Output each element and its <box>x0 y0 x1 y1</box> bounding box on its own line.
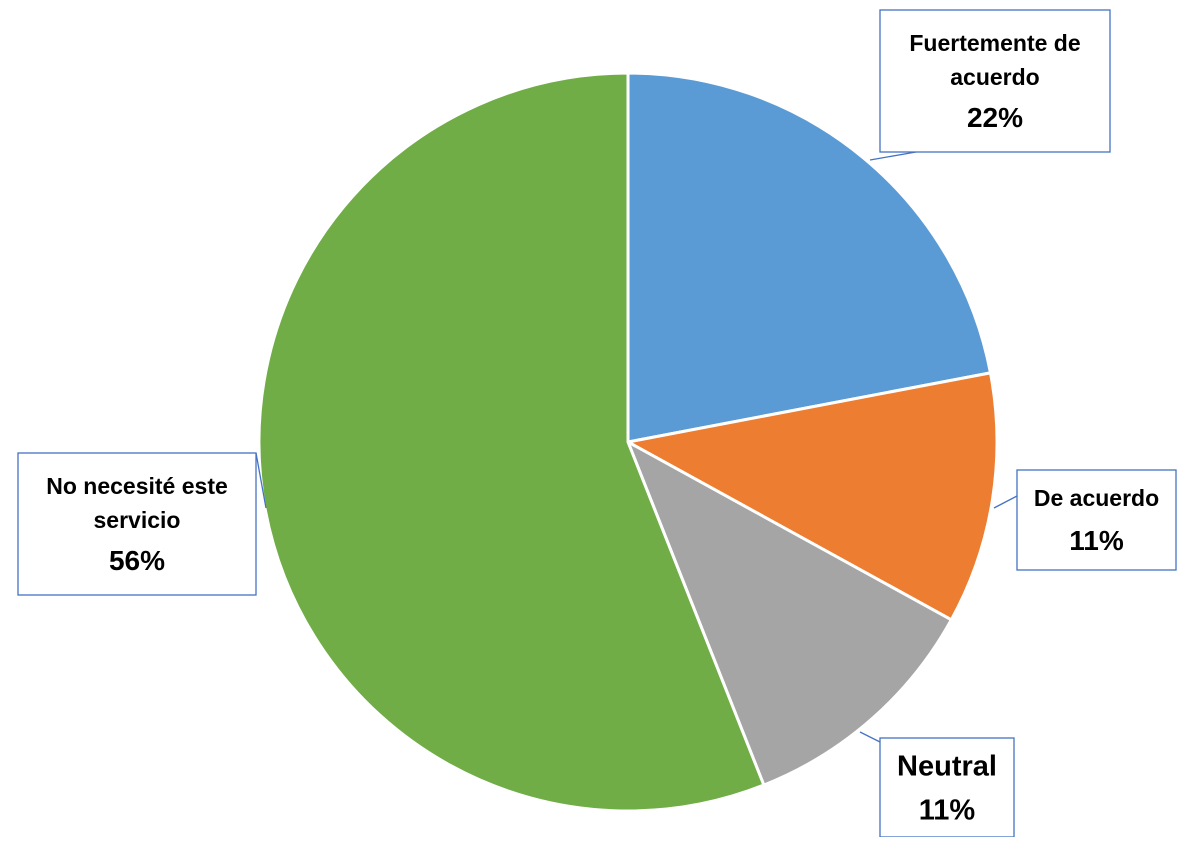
slice-label: De acuerdo <box>1034 485 1159 511</box>
data-label-callout: No necesité este servicio 56% <box>17 452 267 596</box>
slice-label: No necesité este <box>46 473 228 499</box>
slice-percent-label: 22% <box>967 102 1023 133</box>
data-label-callout: Neutral 11% <box>859 731 1015 838</box>
callout-box <box>879 9 1111 153</box>
slice-percent-label: 11% <box>1069 525 1124 556</box>
slice-label: servicio <box>94 507 181 533</box>
callout-box <box>17 452 257 596</box>
slice-label: acuerdo <box>950 64 1039 90</box>
pie-slice <box>626 71 992 444</box>
slice-percent-label: 11% <box>919 795 976 827</box>
callout-leader-line <box>993 495 1018 509</box>
pie-slice <box>257 71 766 813</box>
callout-leader-line <box>859 731 881 743</box>
slice-label: Neutral <box>897 751 997 783</box>
callout-leader-line <box>869 151 917 161</box>
callout-leader-line <box>255 452 267 509</box>
data-label-callout: Fuertemente de acuerdo 22% <box>869 9 1111 161</box>
pie-slice <box>626 440 953 787</box>
pie-slices <box>257 71 999 813</box>
callout-box <box>1016 469 1177 571</box>
callout-box <box>879 737 1015 838</box>
slice-label: Fuertemente de <box>909 30 1080 56</box>
data-label-callout: De acuerdo 11% <box>993 469 1177 571</box>
slice-percent-label: 56% <box>109 545 165 576</box>
pie-slice <box>626 371 999 622</box>
